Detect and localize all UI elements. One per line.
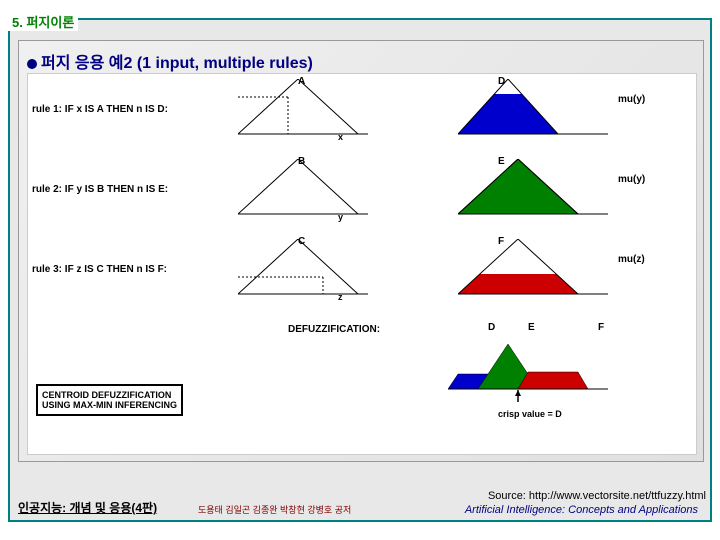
defuzz-method-box: CENTROID DEFUZZIFICATIONUSING MAX-MIN IN…	[36, 384, 183, 416]
slide-title: 퍼지 응용 예2 (1 input, multiple rules)	[27, 49, 313, 73]
chapter-label: 5. 퍼지이론	[8, 12, 78, 31]
title-text: 퍼지 응용 예2 (1 input, multiple rules)	[41, 55, 313, 72]
content-area: 퍼지 응용 예2 (1 input, multiple rules) rule …	[18, 40, 704, 462]
bullet-icon	[27, 59, 37, 69]
footer: 인공지능: 개념 및 응용(4판) 도용태 김일곤 김종완 박창현 강병호 공저…	[18, 499, 702, 516]
authors: 도용태 김일곤 김종완 박창현 강병호 공저	[198, 503, 351, 516]
book-subtitle: Artificial Intelligence: Concepts and Ap…	[465, 504, 698, 516]
fuzzy-diagram: rule 1: IF x IS A THEN n IS D:ADmu(y)xru…	[27, 73, 697, 455]
slide-frame: 5. 퍼지이론 퍼지 응용 예2 (1 input, multiple rule…	[8, 18, 712, 522]
book-title: 인공지능: 개념 및 응용(4판)	[18, 501, 157, 515]
